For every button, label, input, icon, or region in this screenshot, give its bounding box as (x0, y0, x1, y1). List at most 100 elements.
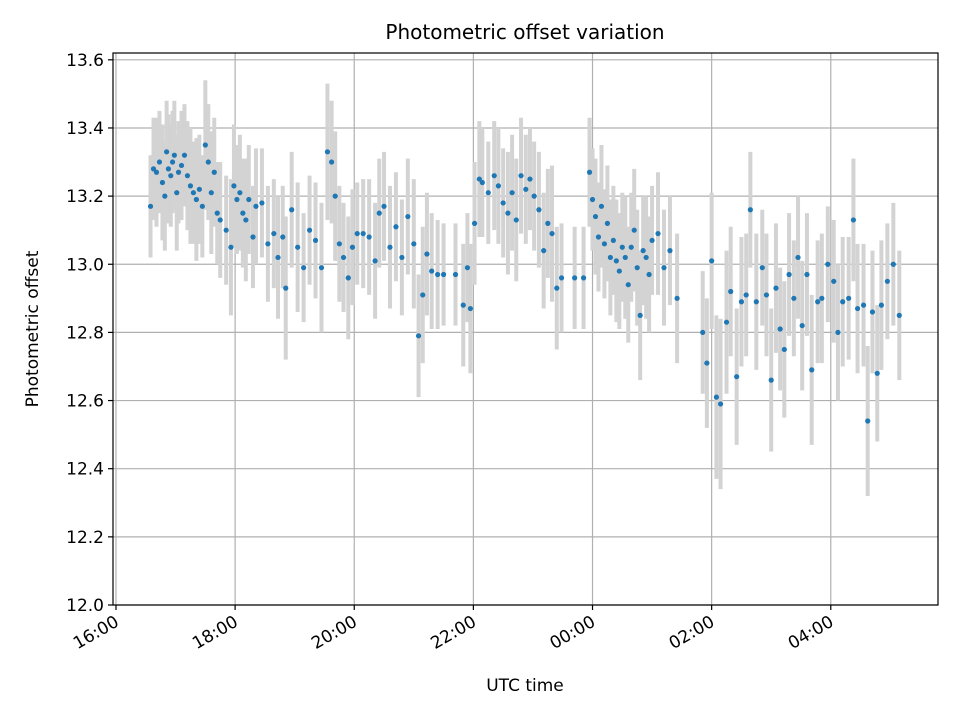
data-point (865, 418, 871, 424)
data-point (604, 220, 611, 226)
data-point (190, 190, 197, 196)
data-point (580, 275, 587, 281)
data-point (541, 248, 547, 254)
y-tick-label: 12.2 (66, 528, 104, 548)
data-point (704, 360, 710, 366)
data-point (878, 302, 885, 308)
data-point (156, 159, 163, 165)
data-point (435, 271, 441, 278)
data-point (738, 299, 745, 305)
data-point (336, 241, 342, 247)
data-point (329, 159, 335, 165)
data-point (476, 176, 482, 182)
plot-area-frame (112, 52, 939, 606)
data-point (509, 190, 515, 196)
data-point (234, 196, 240, 203)
data-point (495, 183, 501, 189)
data-point (610, 237, 616, 244)
data-point (280, 234, 286, 240)
data-point (415, 333, 422, 339)
y-axis-title: Photometric offset (23, 250, 43, 407)
data-point (625, 282, 631, 288)
data-point (640, 248, 646, 254)
data-point (324, 149, 331, 155)
y-tick-label: 12.4 (66, 460, 104, 480)
data-point (217, 217, 223, 223)
data-point (773, 285, 779, 291)
data-point (159, 179, 166, 186)
data-point (809, 367, 815, 373)
data-point (643, 254, 649, 261)
data-point (549, 230, 555, 237)
data-point (628, 244, 634, 250)
data-point (743, 292, 749, 298)
data-point (312, 237, 319, 244)
data-point (405, 213, 411, 220)
data-point (717, 401, 724, 407)
data-point (171, 152, 177, 158)
data-point (815, 299, 821, 305)
data-point (500, 200, 506, 206)
data-point (340, 254, 347, 261)
data-point (275, 254, 281, 261)
data-point (246, 196, 252, 203)
data-point (452, 271, 459, 278)
data-point (223, 227, 229, 233)
data-points (147, 142, 902, 424)
data-point (513, 217, 519, 223)
data-point (479, 179, 485, 186)
data-point (265, 241, 271, 247)
data-point (637, 312, 643, 318)
data-point (763, 292, 770, 298)
data-point (231, 183, 237, 189)
data-point (464, 265, 471, 271)
data-point (759, 265, 765, 271)
data-point (169, 159, 176, 165)
y-tick-label: 12.8 (66, 323, 104, 343)
data-point (536, 207, 542, 213)
data-point (150, 166, 157, 172)
data-point (199, 203, 205, 209)
data-point (768, 377, 774, 383)
data-point (295, 244, 301, 250)
data-point (196, 186, 202, 192)
data-point (205, 159, 211, 165)
data-point (175, 169, 182, 175)
data-point (387, 244, 393, 250)
data-point (613, 258, 619, 264)
data-point (572, 275, 578, 281)
data-point (795, 254, 801, 261)
data-point (854, 305, 861, 312)
data-point (237, 190, 243, 196)
data-point (471, 220, 478, 226)
data-point (228, 244, 234, 250)
data-point (846, 295, 852, 301)
data-point (825, 261, 831, 267)
data-point (589, 196, 596, 203)
y-tick-label: 13.6 (66, 51, 104, 71)
data-point (491, 173, 497, 179)
data-point (243, 217, 249, 223)
data-point (165, 166, 171, 172)
data-point (713, 394, 720, 400)
data-point (376, 210, 382, 216)
data-point (164, 149, 170, 155)
data-point (884, 278, 890, 284)
data-point (301, 265, 307, 271)
data-point (601, 241, 608, 247)
y-tick-label: 13.2 (66, 187, 104, 207)
data-point (819, 295, 825, 301)
data-point (804, 271, 810, 278)
data-point (460, 302, 466, 308)
data-point (523, 186, 529, 192)
data-point (728, 288, 734, 295)
data-point (411, 241, 417, 247)
data-point (747, 207, 753, 213)
data-point (147, 203, 154, 209)
data-point (700, 329, 706, 336)
data-point (786, 271, 792, 278)
data-point (860, 302, 867, 308)
data-point (667, 248, 673, 254)
data-point (531, 193, 537, 199)
data-point (655, 230, 661, 237)
